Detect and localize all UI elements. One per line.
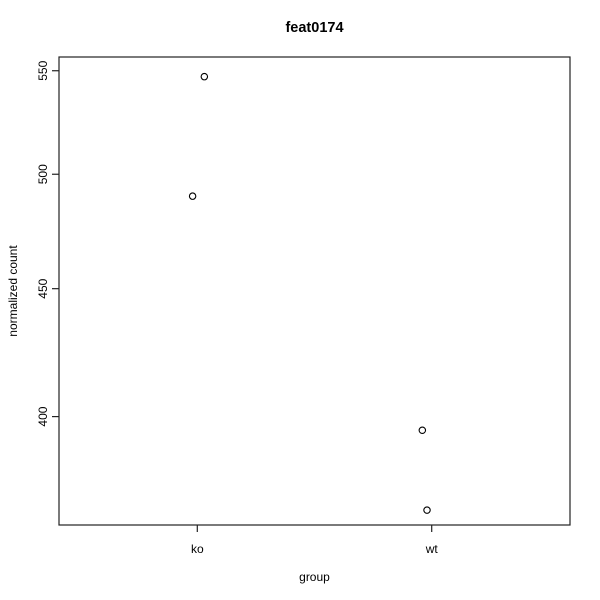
y-tick-label: 550 <box>36 60 50 80</box>
x-axis-label: group <box>299 570 330 584</box>
data-point <box>418 426 427 435</box>
plot-title: feat0174 <box>285 20 343 36</box>
data-point <box>188 192 197 200</box>
y-tick-label: 500 <box>36 164 50 184</box>
data-point <box>200 72 209 81</box>
data-point <box>423 506 431 514</box>
x-tick-label: wt <box>425 542 439 556</box>
y-tick-label: 400 <box>36 406 50 426</box>
x-tick-label: ko <box>191 542 204 556</box>
plot-box <box>58 56 571 526</box>
y-axis-label: normalized count <box>6 245 20 337</box>
y-tick-label: 450 <box>36 278 50 298</box>
